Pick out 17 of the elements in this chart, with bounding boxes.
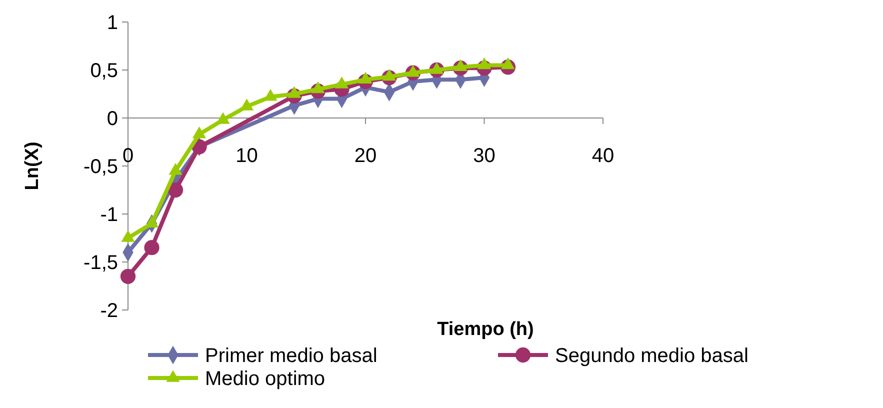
legend-label: Segundo medio basal	[555, 345, 748, 367]
y-tick-label: -2	[100, 300, 118, 322]
x-tick-label: 40	[592, 145, 614, 167]
x-tick-label: 10	[236, 145, 258, 167]
x-axis-title: Tiempo (h)	[437, 319, 534, 340]
y-tick-label: 0	[106, 108, 118, 130]
y-axis-title: Ln(X)	[22, 142, 43, 190]
x-tick-label: 30	[473, 145, 496, 167]
x-tick-label: 20	[354, 145, 377, 167]
y-tick-label: -1	[100, 204, 118, 226]
y-tick-label: -1,5	[84, 252, 118, 274]
y-tick-label: 0,5	[90, 60, 118, 82]
y-tick-label: 1	[106, 12, 118, 34]
y-tick-label: -0,5	[84, 156, 118, 178]
x-tick-label: 0	[122, 145, 134, 167]
legend-label: Medio optimo	[205, 368, 326, 390]
legend-label: Primer medio basal	[205, 345, 378, 367]
